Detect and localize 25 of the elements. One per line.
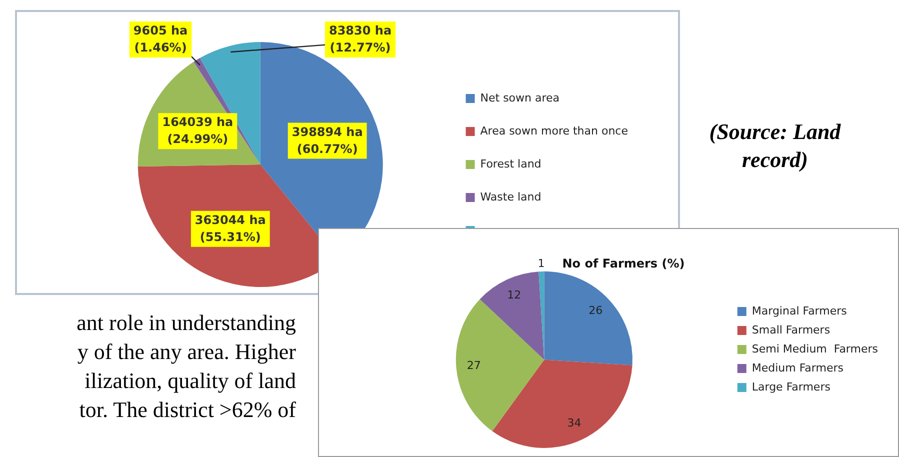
data-label: 398894 ha (60.77%) [292, 124, 363, 156]
text: ilization, quality of land [84, 367, 296, 395]
text: ant role in understanding [76, 309, 296, 337]
text: tor. The district >62% of [78, 396, 296, 424]
legend-label: Large Farmers [752, 380, 831, 394]
chart-title: No of Farmers (%) [562, 256, 685, 270]
data-label: 1 [538, 257, 545, 270]
legend-label: Medium Farmers [752, 361, 844, 374]
data-label: 164039 ha (24.99%) [162, 115, 234, 146]
data-label: 83830 ha (12.77%) [328, 24, 392, 55]
legend-label: Small Farmers [752, 323, 830, 336]
data-label: 9605 ha (1.46%) [133, 24, 188, 55]
legend-label: Forest land [480, 157, 542, 170]
legend-label: Area sown more than once [480, 124, 628, 138]
text: y of the any area. Higher [76, 338, 296, 366]
legend-label: Marginal Farmers [752, 304, 848, 318]
legend-label: Net sown area [480, 91, 560, 104]
data-label: 26 [588, 304, 603, 318]
text: (Source: Land record) [708, 118, 842, 174]
legend-label: Semi Medium Farmers [752, 342, 878, 356]
data-label: 12 [507, 288, 522, 302]
data-label: 363044 ha (55.31%) [194, 213, 266, 244]
data-label: 34 [567, 416, 582, 430]
data-label: 27 [466, 359, 481, 372]
legend-label: Waste land [480, 190, 542, 204]
